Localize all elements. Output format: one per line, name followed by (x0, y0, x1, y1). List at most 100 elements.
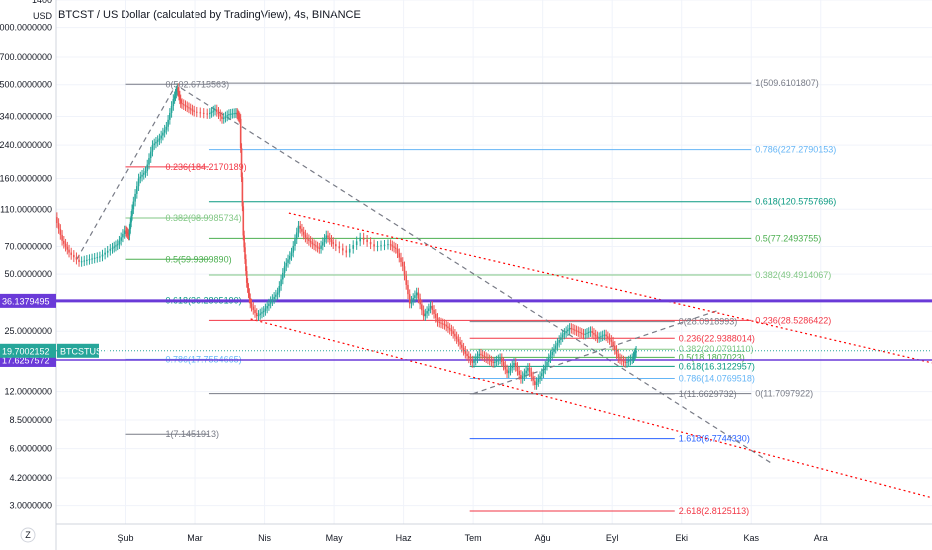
fib-level-label: 0.382(20.0791110) (679, 344, 754, 354)
candle-body (266, 306, 268, 309)
candle-body (431, 305, 434, 310)
candle-body (461, 344, 463, 348)
candle-body (278, 285, 281, 293)
candle-body (513, 362, 515, 366)
candle-body (553, 348, 555, 352)
candle-body (556, 342, 559, 346)
price-tag-label: 17.6257572 (2, 355, 50, 365)
fib-level-label: 0.786(227.2790153) (755, 145, 836, 155)
candle-body (594, 334, 597, 337)
fib-level-label: 0.5(59.9309890) (166, 254, 232, 264)
candle-body (257, 314, 260, 317)
candle-body (57, 223, 60, 229)
candle-body (415, 292, 418, 296)
candle-body (572, 328, 574, 330)
fib-level-label: 0(502.6715563) (166, 79, 230, 89)
x-tick-label: May (326, 533, 344, 543)
candle-body (537, 379, 540, 383)
price-tag-label: 36.1379495 (2, 296, 50, 306)
candle-body (383, 244, 386, 246)
candle-body (469, 358, 472, 361)
candle-body (268, 303, 270, 307)
candle-body (549, 355, 552, 359)
candle-body (523, 373, 526, 377)
y-tick-label: 6.0000000 (9, 444, 52, 454)
candle-body (547, 358, 550, 362)
candle-body (101, 254, 104, 257)
candle-body (104, 252, 106, 255)
trend-line (288, 212, 932, 364)
candle-body (172, 99, 175, 106)
candle-body (113, 246, 116, 248)
candle-body (355, 241, 358, 246)
candle-body (434, 313, 437, 318)
candle-body (414, 295, 416, 299)
candle-body (627, 360, 630, 362)
candle-body (561, 334, 564, 338)
candle-body (506, 369, 508, 374)
fib-level-label: 0.236(184.2170189) (166, 162, 247, 172)
candle-body (304, 234, 307, 238)
candle-body (264, 308, 267, 311)
candle-body (120, 237, 122, 241)
candle-body (162, 132, 164, 136)
candle-body (250, 303, 253, 307)
timezone-button[interactable] (20, 527, 36, 543)
candle-body (311, 242, 314, 245)
candle-body (109, 248, 112, 251)
candle-body (412, 298, 414, 301)
x-tick-label: Kas (743, 533, 759, 543)
candle-body (485, 357, 487, 359)
candle-body (219, 114, 222, 117)
candle-body (563, 332, 566, 335)
candle-body (417, 292, 420, 299)
x-tick-label: Ara (814, 533, 828, 543)
candle-body (527, 367, 529, 371)
candle-body (335, 244, 337, 247)
candle-body (249, 298, 252, 304)
candle-body (148, 158, 150, 165)
candle-body (246, 282, 249, 289)
candle-body (589, 331, 592, 333)
candle-body (125, 230, 127, 232)
candle-body (118, 240, 121, 245)
candle-body (600, 336, 602, 338)
candle-body (318, 247, 321, 249)
fib-level-label: 0.5(77.2493755) (755, 233, 821, 243)
y-tick-label: 160.0000000 (0, 173, 52, 183)
fib-level-label: 0.382(98.9985734) (166, 213, 242, 223)
candle-body (554, 345, 557, 349)
fib-level-label: 1(7.1451913) (166, 429, 220, 439)
candle-body (247, 288, 250, 294)
candle-body (565, 331, 567, 333)
candle-body (473, 360, 475, 363)
candle-body (481, 354, 484, 356)
candle-body (122, 233, 124, 238)
candle-body (520, 374, 522, 379)
candle-body (134, 193, 136, 202)
candle-body (130, 215, 132, 223)
candle-body (509, 368, 512, 371)
candle-body (175, 90, 178, 94)
candle-body (224, 116, 227, 118)
candle-body (255, 313, 258, 317)
candle-body (528, 367, 531, 373)
candle-body (362, 237, 365, 240)
candle-body (221, 116, 223, 119)
candle-body (158, 138, 161, 141)
trend-line (180, 87, 773, 465)
candle-body (215, 109, 218, 112)
symbol-tag-label: BTCSTUSD (60, 346, 109, 356)
candle-body (91, 258, 93, 260)
candle-body (376, 245, 379, 247)
candle-body (454, 333, 456, 337)
candle-body (345, 250, 348, 253)
candle-body (534, 380, 536, 385)
fib-level-label: 0(28.0918993) (679, 317, 738, 327)
candle-body (280, 279, 282, 286)
trend-line (76, 87, 175, 260)
candle-body (306, 237, 308, 240)
trend-line (472, 310, 717, 395)
candle-body (359, 237, 361, 242)
